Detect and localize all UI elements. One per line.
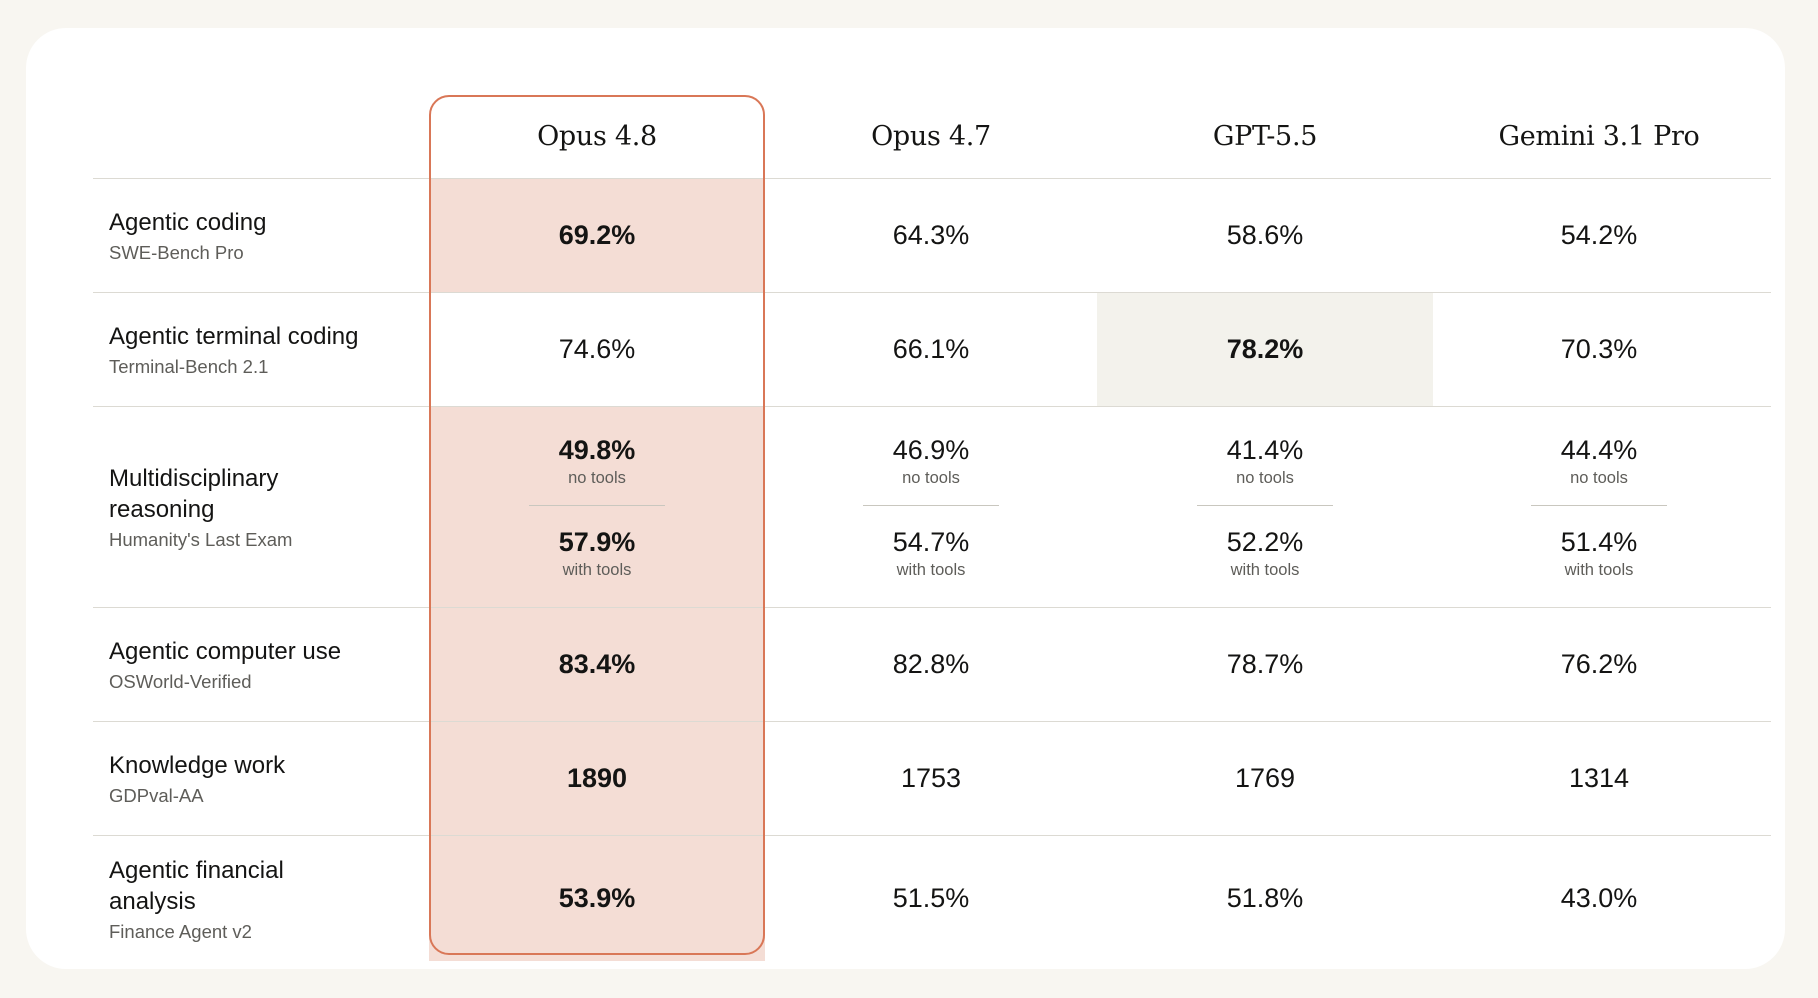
score-note: with tools: [562, 561, 632, 580]
score-cell: 1769: [1234, 763, 1296, 793]
score-no-tools: 44.4% no tools: [1561, 434, 1638, 488]
score-value: 52.2%: [1226, 527, 1304, 558]
score-cell: 51.8%: [1226, 883, 1304, 913]
score-no-tools: 46.9% no tools: [893, 434, 970, 488]
score-no-tools: 41.4% no tools: [1227, 434, 1304, 488]
table-body: Agentic coding SWE-Bench Pro 69.2% 64.3% 58.…: [93, 179, 1771, 961]
table-row: Agentic financial analysis Finance Agent …: [93, 836, 1771, 961]
table-row: Agentic coding SWE-Bench Pro 69.2% 64.3% 58.…: [93, 179, 1771, 293]
score-cell-split: 49.8% no tools 57.9% with tools: [429, 407, 765, 607]
score-with-tools: 52.2% with tools: [1227, 526, 1304, 580]
score-cell: 70.3%: [1560, 334, 1638, 364]
score-note: no tools: [1570, 468, 1628, 487]
score-note: with tools: [1230, 561, 1300, 580]
table-header-row: Opus 4.8 Opus 4.7 GPT-5.5 Gemini 3.1 Pro: [93, 95, 1771, 179]
benchmark-table: Opus 4.8 Opus 4.7 GPT-5.5 Gemini 3.1 Pro Ag…: [93, 95, 1771, 961]
score-value: 41.4%: [1226, 434, 1304, 465]
score-cell: 78.2%: [1097, 293, 1433, 406]
score-cell: 69.2%: [429, 179, 765, 292]
benchmark-card: Opus 4.8 Opus 4.7 GPT-5.5 Gemini 3.1 Pro Ag…: [26, 28, 1785, 969]
score-cell-split: 41.4% no tools 52.2% with tools: [1097, 407, 1433, 607]
score-no-tools: 49.8% no tools: [559, 434, 636, 488]
score-with-tools: 57.9% with tools: [559, 526, 636, 580]
row-title: Knowledge work: [109, 752, 286, 779]
row-title: Multidisciplinary reasoning: [109, 465, 279, 523]
row-benchmark-name: Terminal-Bench 2.1: [109, 356, 269, 377]
score-cell: 78.7%: [1226, 649, 1304, 679]
table-row: Multidisciplinary reasoning Humanity's La…: [93, 407, 1771, 608]
row-benchmark-name: SWE-Bench Pro: [109, 242, 244, 263]
column-header: GPT-5.5: [1212, 121, 1318, 152]
score-cell: 76.2%: [1560, 649, 1638, 679]
score-value: 49.8%: [558, 434, 636, 465]
row-title: Agentic computer use: [109, 638, 342, 665]
row-label: Agentic computer use OSWorld-Verified: [109, 608, 409, 721]
score-cell: 43.0%: [1560, 883, 1638, 913]
column-header: Opus 4.7: [871, 121, 991, 152]
score-note: no tools: [1236, 468, 1294, 487]
split-divider: [863, 504, 999, 507]
score-value: 57.9%: [558, 527, 636, 558]
row-benchmark-name: Humanity's Last Exam: [109, 529, 293, 550]
row-benchmark-name: Finance Agent v2: [109, 920, 252, 942]
score-cell: 51.5%: [892, 883, 970, 913]
row-title: Agentic financial analysis: [109, 856, 284, 915]
table-row: Knowledge work GDPval-AA 1890 1753 1769 1314: [93, 722, 1771, 836]
column-header: Opus 4.8: [537, 121, 657, 152]
row-benchmark-name: GDPval-AA: [109, 785, 204, 806]
split-divider: [1531, 504, 1667, 507]
row-label: Multidisciplinary reasoning Humanity's La…: [109, 407, 409, 607]
score-cell: 74.6%: [558, 334, 636, 364]
row-label: Knowledge work GDPval-AA: [109, 722, 409, 835]
score-with-tools: 54.7% with tools: [893, 526, 970, 580]
row-label: Agentic coding SWE-Bench Pro: [109, 179, 409, 292]
score-cell-split: 46.9% no tools 54.7% with tools: [763, 407, 1099, 607]
score-cell: 83.4%: [429, 608, 765, 721]
score-cell-split: 44.4% no tools 51.4% with tools: [1431, 407, 1767, 607]
score-note: no tools: [568, 468, 626, 487]
score-note: no tools: [902, 468, 960, 487]
score-value: 44.4%: [1560, 434, 1638, 465]
column-header: Gemini 3.1 Pro: [1498, 121, 1700, 152]
score-cell: 1753: [900, 763, 962, 793]
score-cell: 1314: [1568, 763, 1630, 793]
row-title: Agentic terminal coding: [109, 323, 359, 350]
score-cell: 66.1%: [892, 334, 970, 364]
split-divider: [1197, 504, 1333, 507]
score-value: 51.4%: [1560, 527, 1638, 558]
score-cell: 82.8%: [892, 649, 970, 679]
score-with-tools: 51.4% with tools: [1561, 526, 1638, 580]
score-value: 46.9%: [892, 434, 970, 465]
row-label: Agentic financial analysis Finance Agent …: [109, 836, 409, 961]
table-row: Agentic terminal coding Terminal-Bench 2.…: [93, 293, 1771, 407]
table-row: Agentic computer use OSWorld-Verified 83.4…: [93, 608, 1771, 722]
row-benchmark-name: OSWorld-Verified: [109, 671, 252, 692]
score-cell: 58.6%: [1226, 220, 1304, 250]
score-note: with tools: [1564, 561, 1634, 580]
score-cell: 53.9%: [429, 836, 765, 961]
row-title: Agentic coding: [109, 209, 267, 236]
score-cell: 54.2%: [1560, 220, 1638, 250]
split-divider: [529, 504, 665, 507]
score-note: with tools: [896, 561, 966, 580]
score-value: 54.7%: [892, 527, 970, 558]
score-cell: 64.3%: [892, 220, 970, 250]
score-cell: 1890: [429, 722, 765, 835]
row-label: Agentic terminal coding Terminal-Bench 2.…: [109, 293, 409, 406]
